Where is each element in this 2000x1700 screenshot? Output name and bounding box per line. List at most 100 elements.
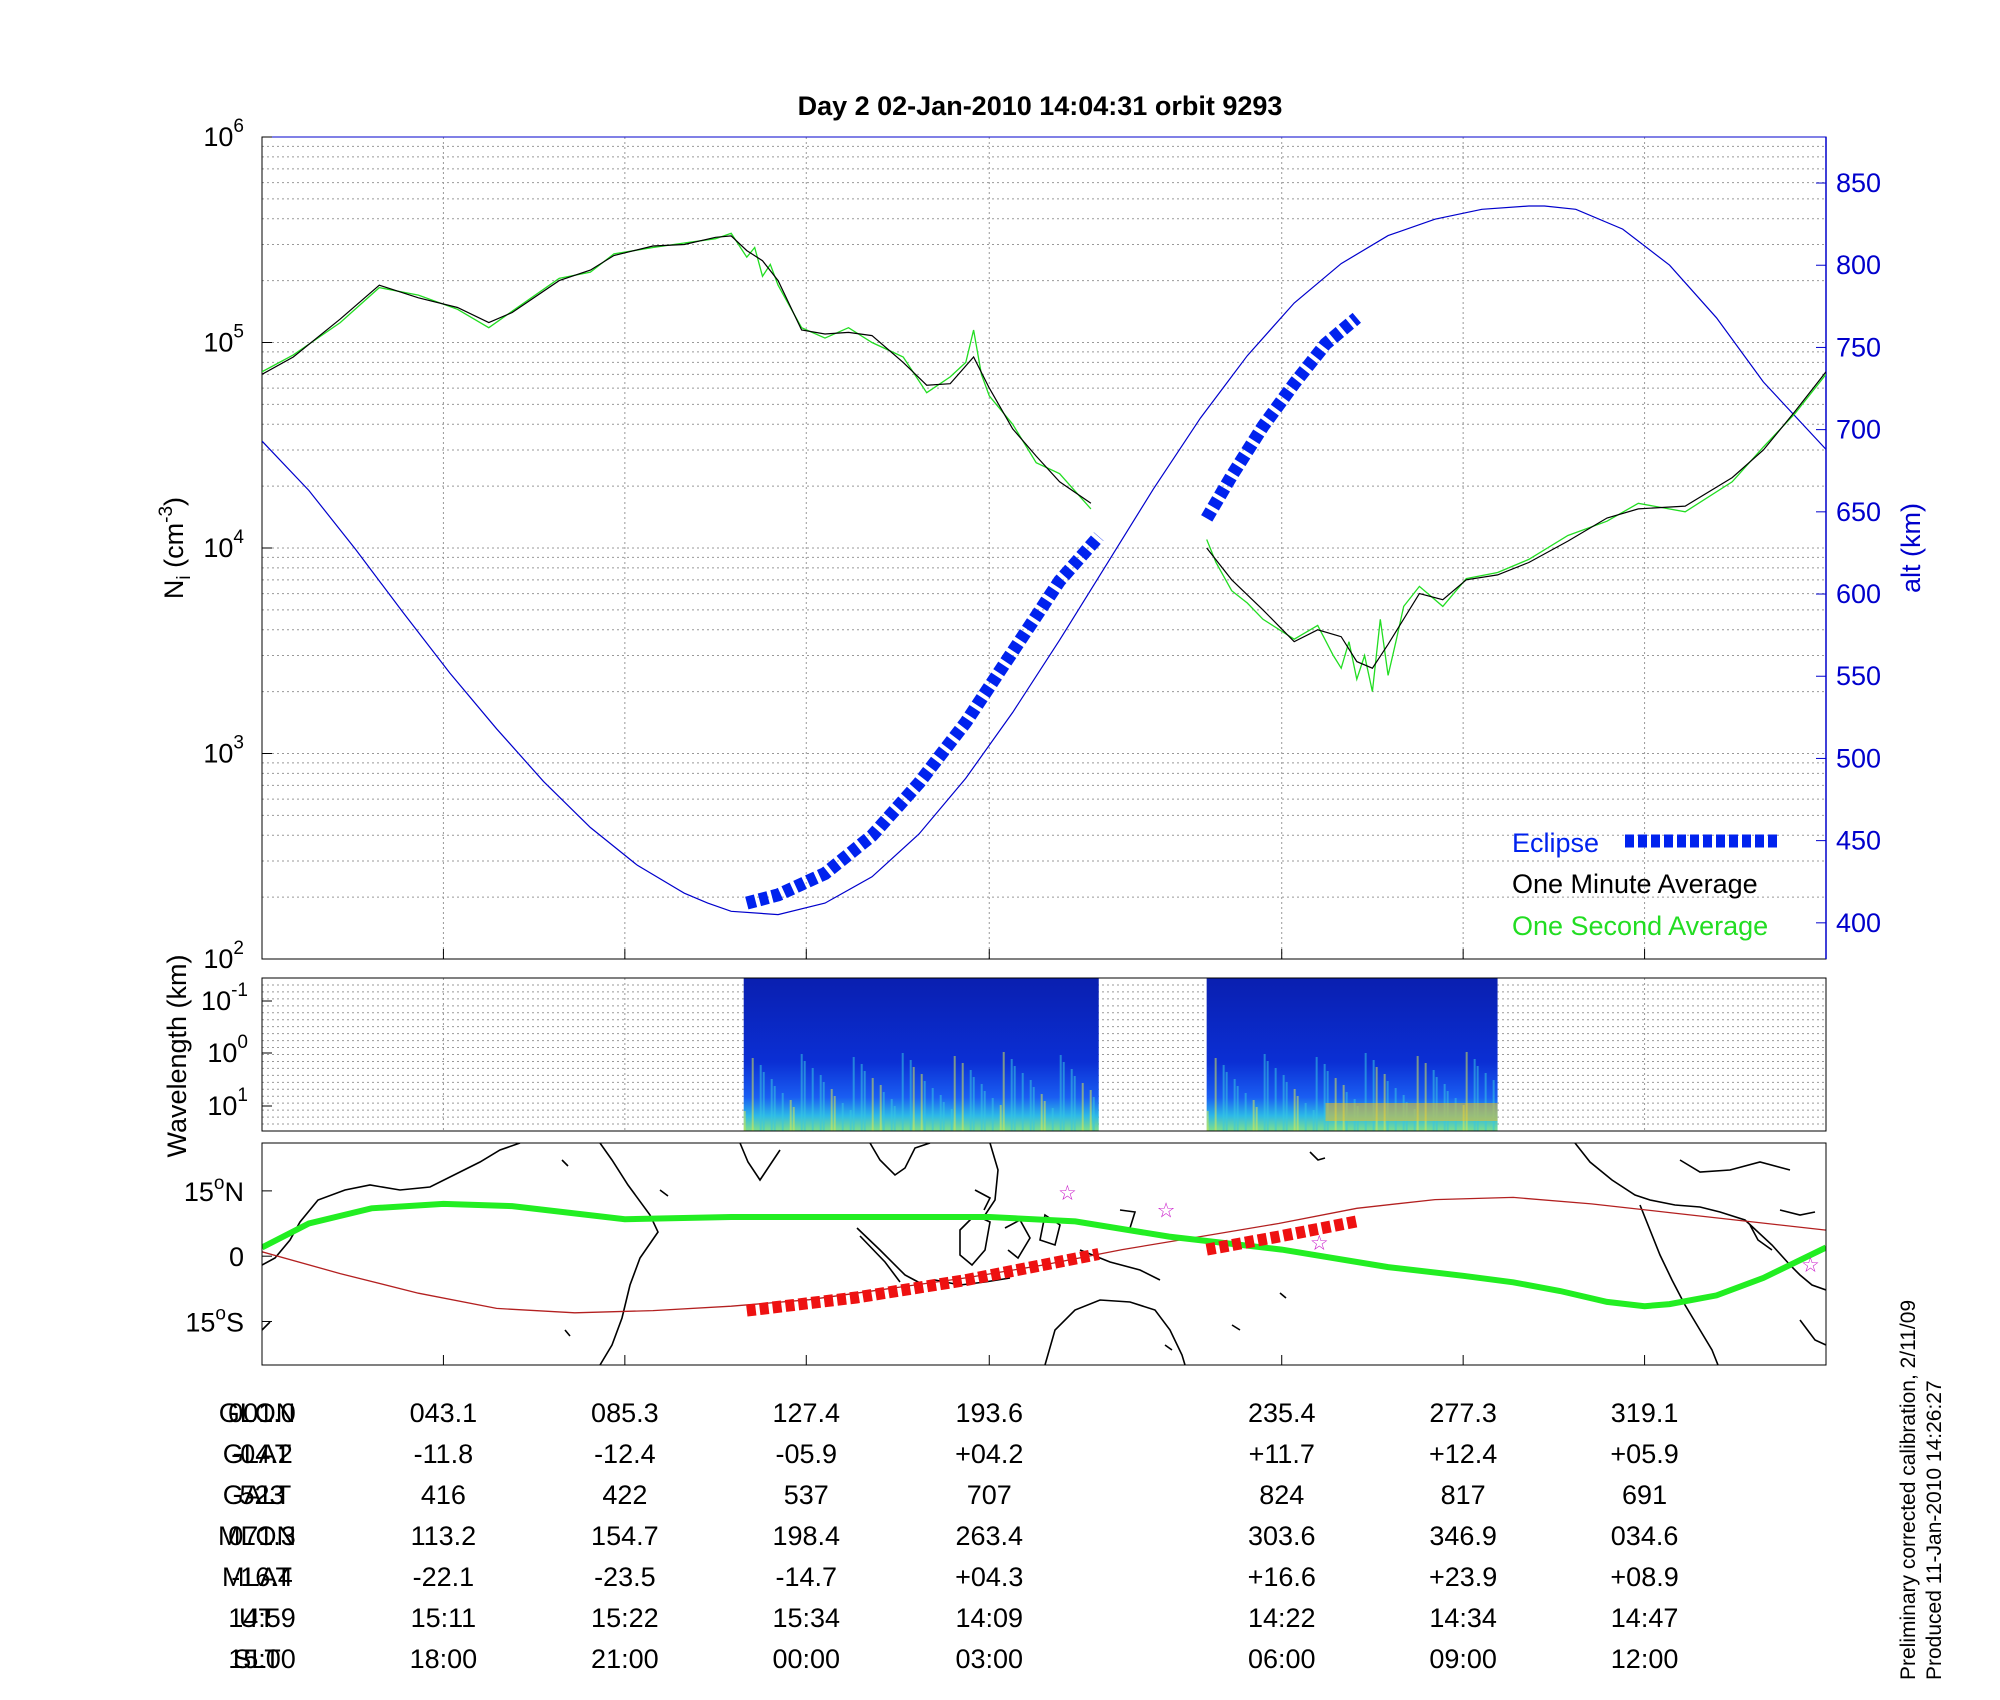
spectrogram-streak (852, 1057, 855, 1131)
alt-y-tick-label: 600 (1836, 579, 1881, 609)
table-cell: +04.2 (955, 1439, 1023, 1469)
spectrogram-streak (789, 1100, 792, 1131)
table-row-label: UT (239, 1603, 275, 1633)
table-cell: 00:00 (772, 1644, 840, 1674)
spectrogram-streak (1255, 1107, 1258, 1131)
spectrogram-streak (1029, 1080, 1032, 1131)
spectrogram-streak (961, 1063, 964, 1131)
spectrogram-streak (1081, 1083, 1084, 1131)
table-cell: 12:00 (1611, 1644, 1679, 1674)
spectrogram-streak (983, 1091, 986, 1131)
spectrogram-streak (942, 1102, 945, 1131)
table-cell: 06:00 (1248, 1644, 1316, 1674)
density-y-tick-exp: 4 (233, 527, 244, 548)
spectrogram-streak (1372, 1060, 1375, 1131)
map-y-tick-degsign: o (214, 1173, 225, 1194)
spectrogram-streak (1236, 1086, 1239, 1131)
table-cell: -16.4 (231, 1562, 293, 1592)
table-row-label: GLAT (223, 1439, 292, 1469)
spectrogram-streak (1484, 1073, 1487, 1131)
table-row-label: MLAT (222, 1562, 292, 1592)
coastlines (262, 1143, 1826, 1365)
table-cell: 03:00 (955, 1644, 1023, 1674)
spectrogram-streak (1323, 1064, 1326, 1131)
table-cell: 817 (1441, 1480, 1486, 1510)
map-star-marker: ☆ (1157, 1199, 1176, 1222)
spectrogram-streak (833, 1096, 836, 1131)
spectrogram-streak (819, 1075, 822, 1131)
spectrogram-streak (1416, 1056, 1419, 1131)
ephemeris-table: GLON GLAT GALT MLON MLAT UT SLT 001.0 -04.2 523 07… (218, 1398, 1679, 1674)
spectrogram-streak (1214, 1058, 1217, 1131)
spectrogram-streak (803, 1061, 806, 1131)
table-cell: +23.9 (1429, 1562, 1497, 1592)
spectrogram-streak (743, 1111, 746, 1131)
table-cell: 127.4 (772, 1398, 840, 1428)
density-y-tick-label: 106 (203, 116, 244, 152)
table-cell: 235.4 (1248, 1398, 1316, 1428)
table-cell: -23.5 (594, 1562, 656, 1592)
map-series: ☆ ☆ ☆ ☆ (262, 1182, 1826, 1317)
table-cell: 537 (784, 1480, 829, 1510)
orbit-track-line (262, 1200, 1826, 1310)
spectrogram-streak (1244, 1093, 1247, 1131)
one-minute-line (1206, 371, 1826, 669)
spectrogram-streak (1089, 1090, 1092, 1131)
spectrogram-streak (1432, 1070, 1435, 1131)
spectrogram-streak (1296, 1096, 1299, 1131)
spectrogram-streak (1073, 1076, 1076, 1131)
alt-y-tick-label: 750 (1836, 332, 1881, 362)
alt-y-tick-label: 650 (1836, 497, 1881, 527)
table-row-label: MLON (218, 1521, 296, 1551)
map-y-tick-suffix: N (225, 1177, 245, 1207)
density-y-tick-exp: 3 (233, 733, 244, 754)
spectrogram-streak (991, 1098, 994, 1131)
spectrogram-streak (770, 1079, 773, 1131)
spectrogram-streak (980, 1084, 983, 1131)
spectrogram-streak (1282, 1075, 1285, 1131)
spectrogram-streak (999, 1105, 1002, 1131)
spectrogram-streak (1062, 1062, 1065, 1131)
alt-y-tick-label: 700 (1836, 415, 1881, 445)
spectrogram-streak (863, 1071, 866, 1131)
spectrogram-y-tick-base: 10 (207, 1038, 237, 1068)
spectrogram-streak (1233, 1079, 1236, 1131)
eclipse-line (1201, 312, 1361, 522)
spectrogram-y-tick-exp: 1 (237, 1085, 248, 1106)
one-second-line (262, 232, 1092, 510)
map-y-tick-deg: 15 (184, 1177, 214, 1207)
table-cell: -22.1 (413, 1562, 475, 1592)
spectrogram-y-tick-exp: 0 (237, 1032, 248, 1053)
spectrogram-streak (762, 1072, 765, 1131)
table-cell: 15:11 (411, 1603, 477, 1633)
map-y-tick-suffix: S (226, 1307, 244, 1337)
spectrogram-streak (1032, 1087, 1035, 1131)
one-second-line (1206, 373, 1826, 692)
table-cell: 416 (421, 1480, 466, 1510)
table-cell: 824 (1259, 1480, 1304, 1510)
spectrogram-streak (1315, 1057, 1318, 1131)
density-series (262, 205, 1826, 916)
spectrogram-streak (1040, 1094, 1043, 1131)
spectrogram-streak (1293, 1089, 1296, 1131)
table-cell: 14:09 (955, 1603, 1023, 1633)
density-y-tick-exp: 6 (233, 116, 244, 137)
table-cell: -11.8 (414, 1439, 474, 1469)
table-cell: 09:00 (1429, 1644, 1497, 1674)
table-cell: -14.7 (775, 1562, 837, 1592)
spectrogram-streak (1051, 1108, 1054, 1131)
spectrogram-streak (1206, 1111, 1209, 1131)
table-cell: 14:59 (228, 1603, 296, 1633)
map-y-tick-label: 15oS (185, 1303, 244, 1337)
spectrogram-y-tick-label: 10-1 (201, 980, 248, 1016)
spectrogram-streak (1364, 1053, 1367, 1131)
spectrogram-streak (1225, 1072, 1228, 1131)
spectrogram-streak (879, 1085, 882, 1131)
table-row-label: GLON (219, 1398, 296, 1428)
spectrogram-streak (841, 1103, 844, 1131)
table-row-label: GALT (223, 1480, 292, 1510)
alt-y-tick-label: 800 (1836, 250, 1881, 280)
